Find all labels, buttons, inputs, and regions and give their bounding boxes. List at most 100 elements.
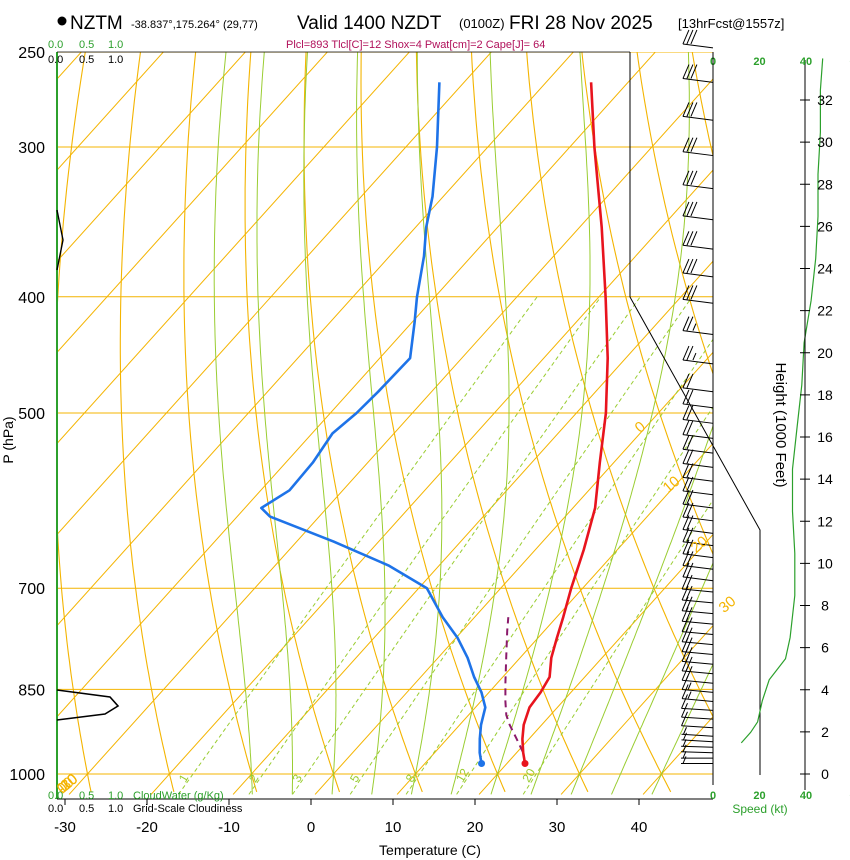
isotherm--100 <box>57 52 165 171</box>
isotherm-label-20-right: 20 <box>688 533 712 557</box>
surface-temperature-marker <box>521 759 529 767</box>
cloudwater-label: CloudWater (g/Kg) <box>133 790 224 802</box>
isotherm--40 <box>57 52 657 718</box>
wind-barb-44 <box>682 102 714 121</box>
height-tick-label-24: 24 <box>817 261 833 277</box>
p-tick-label-1000: 1000 <box>9 767 45 784</box>
height-tick-label-28: 28 <box>817 176 833 192</box>
dry-adiabat-40 <box>470 52 672 793</box>
moist-adiabat-0 <box>303 52 337 795</box>
axes-layer: -30 -20 -10 0 10 20 30 402503004005007008501000… <box>9 45 850 836</box>
wind-barb-6 <box>681 711 714 729</box>
valid-time: Valid 1400 NZDT <box>297 13 442 34</box>
parcel-curve <box>504 617 526 764</box>
sounding-curves: 1 2 3 5 8 12 20 <box>176 82 609 785</box>
wind-barb-7 <box>681 702 714 720</box>
p-tick-label-400: 400 <box>18 290 45 307</box>
moist-adiabat-25 <box>530 52 690 795</box>
moist-adiabat-10 <box>410 52 443 795</box>
wind-barb-40 <box>682 231 714 250</box>
x-tick-label-30: 30 <box>549 819 566 836</box>
utc-time: (0100Z) <box>459 16 505 31</box>
speed-tick-top-20: 20 <box>753 56 765 68</box>
moist-adiabat-5 <box>356 52 386 795</box>
height-panel <box>629 52 824 775</box>
isotherm-30 <box>560 624 713 795</box>
mixing-ratio-label-20: 20 <box>519 766 538 785</box>
x-tick-label--10: -10 <box>218 819 240 836</box>
isotherm-label-30-right: 30 <box>716 593 740 617</box>
isotherm--70 <box>57 52 411 445</box>
isotherm--20 <box>150 169 713 795</box>
dry-adiabat-50 <box>526 52 713 718</box>
cloud-tick-bottom-0: 0.0 <box>48 790 63 802</box>
wind-barb-19 <box>681 585 714 604</box>
wind-barb-0 <box>681 756 713 764</box>
x-tick-label-20: 20 <box>467 819 484 836</box>
cloud-tick-bottom2-2: 1.0 <box>108 803 123 815</box>
mixing-ratio-label-12: 12 <box>453 766 472 785</box>
cloud-tick-bottom2-0: 0.0 <box>48 803 63 815</box>
height-tick-label-8: 8 <box>821 598 829 614</box>
wind-barb-4 <box>681 732 714 743</box>
cloudiness-label: Grid-Scale Cloudiness <box>133 803 243 815</box>
dry-adiabat--20 <box>119 52 175 793</box>
isotherm-20 <box>478 533 713 795</box>
dewpoint-curve <box>260 82 487 764</box>
sounding-params: Plcl=893 Tlcl[C]=12 Shox=4 Pwat[cm]=2 Ca… <box>286 39 545 51</box>
height-tick-label-12: 12 <box>817 513 833 529</box>
wind-barb-30 <box>682 449 714 468</box>
height-tick-label-22: 22 <box>817 303 833 319</box>
speed-tick-bottom-40: 40 <box>800 790 812 802</box>
y-axis-title: P (hPa) <box>0 416 16 463</box>
mixing-ratio-8 <box>405 338 713 795</box>
wind-barb-37 <box>682 316 714 335</box>
valid-date: FRI 28 Nov 2025 <box>509 13 653 34</box>
cloud-tick-bottom-1: 0.5 <box>79 790 94 802</box>
isotherm-label-10-right: 10 <box>660 473 684 497</box>
wind-barb-38 <box>682 285 714 304</box>
height-tick-label-20: 20 <box>817 345 833 361</box>
plot-right-boundary <box>629 52 761 775</box>
wind-barb-34 <box>682 389 714 409</box>
dry-adiabat-30 <box>415 52 589 793</box>
cloud-tick-bottom-2: 1.0 <box>108 790 123 802</box>
station-name: NZTM <box>70 13 123 34</box>
p-tick-label-700: 700 <box>18 581 45 598</box>
wind-barb-9 <box>681 684 714 702</box>
cloudiness-trace-upper <box>56 209 64 271</box>
isotherm--90 <box>57 52 247 262</box>
wind-barb-2 <box>681 744 714 754</box>
wind-barb-42 <box>682 170 714 190</box>
mixing-ratio-2 <box>248 296 602 795</box>
mixing-ratio-20 <box>522 499 713 795</box>
isotherm--50 <box>57 52 575 627</box>
height-tick-label-32: 32 <box>817 92 833 108</box>
moist-adiabat-15 <box>450 52 510 795</box>
wind-barb-36 <box>682 345 714 365</box>
height-tick-label-14: 14 <box>817 471 833 487</box>
station-bullet-icon <box>57 16 67 26</box>
height-tick-label-16: 16 <box>817 429 833 445</box>
wind-barbs <box>681 29 714 764</box>
isotherm-10 <box>396 442 713 795</box>
speed-tick-top-40: 40 <box>800 56 812 68</box>
wind-barb-45 <box>682 64 714 83</box>
cloud-tick-top-2: 1.0 <box>108 39 123 51</box>
wind-barb-41 <box>682 201 714 221</box>
wind-barb-43 <box>682 137 714 157</box>
dry-adiabat--30 <box>57 52 92 793</box>
cloud-tick-top2-0: 0.0 <box>48 54 63 66</box>
isotherm--60 <box>57 52 493 536</box>
height-axis-title: Height (1000 Feet) <box>772 362 789 487</box>
wind-barb-35 <box>682 373 714 393</box>
x-tick-label-40: 40 <box>631 819 648 836</box>
p-tick-label-850: 850 <box>18 682 45 699</box>
speed-axis-title: Speed (kt) <box>732 802 787 816</box>
cloud-tick-top-0: 0.0 <box>48 39 63 51</box>
cloud-tick-top2-1: 0.5 <box>79 54 94 66</box>
moist-adiabat-40 <box>651 663 713 795</box>
isotherm-0 <box>314 351 713 795</box>
wind-barb-29 <box>682 463 714 482</box>
